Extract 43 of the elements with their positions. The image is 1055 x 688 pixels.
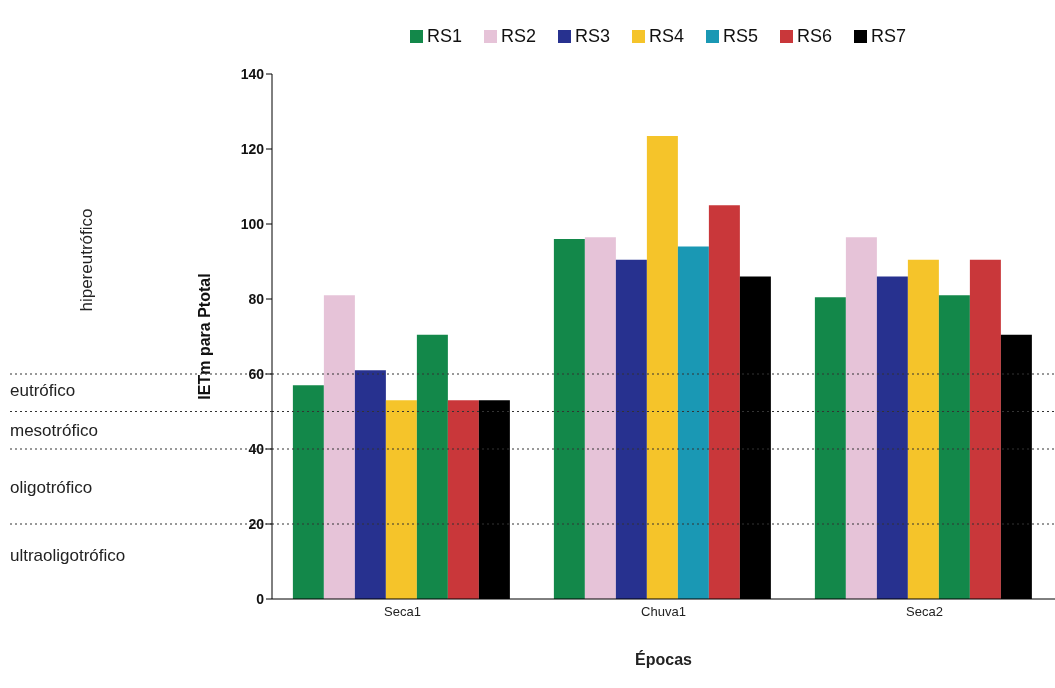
- y-tick-label: 20: [248, 515, 265, 532]
- bar: [615, 259, 647, 599]
- legend-label: RS3: [573, 26, 610, 47]
- bar: [646, 135, 678, 599]
- bar: [416, 334, 448, 599]
- bar: [845, 237, 877, 599]
- bar: [938, 295, 970, 599]
- bar: [677, 246, 709, 599]
- text: oligotrófico: [10, 477, 93, 497]
- y-tick-label: 100: [240, 215, 265, 232]
- text: mesotrófico: [10, 420, 98, 440]
- legend-label: RS7: [870, 26, 907, 47]
- bar: [323, 295, 355, 599]
- bar: [584, 237, 616, 599]
- bar: [385, 400, 417, 599]
- x-tick-label: Chuva1: [641, 604, 686, 620]
- bar: [907, 259, 939, 599]
- x-tick-label: Seca1: [384, 604, 421, 620]
- bar: [292, 385, 324, 599]
- y-axis-title: IETm para Ptotal: [195, 273, 213, 400]
- text: eutrófico: [10, 380, 76, 400]
- legend-label: RS4: [648, 26, 684, 47]
- y-tick-label: 120: [240, 140, 265, 157]
- bar: [969, 259, 1001, 599]
- bar: [553, 239, 585, 599]
- x-axis-title: Épocas: [635, 650, 693, 668]
- bar: [876, 276, 908, 599]
- text: hipereutrófico: [76, 208, 96, 312]
- bar: [708, 205, 740, 599]
- y-tick-label: 80: [248, 290, 265, 307]
- legend-label: RS1: [425, 26, 462, 47]
- y-tick-label: 140: [240, 65, 265, 82]
- bar: [814, 297, 846, 599]
- legend-label: RS5: [722, 26, 759, 47]
- y-tick-label: 60: [248, 365, 265, 382]
- text: ultraoligotrófico: [10, 545, 126, 565]
- legend-label: RS6: [796, 26, 833, 47]
- legend-label: RS2: [499, 26, 536, 47]
- x-tick-label: Seca2: [906, 604, 943, 620]
- y-tick-label: 40: [248, 440, 265, 457]
- bar: [447, 400, 479, 599]
- y-tick-label: 0: [256, 590, 265, 607]
- bar: [354, 370, 386, 599]
